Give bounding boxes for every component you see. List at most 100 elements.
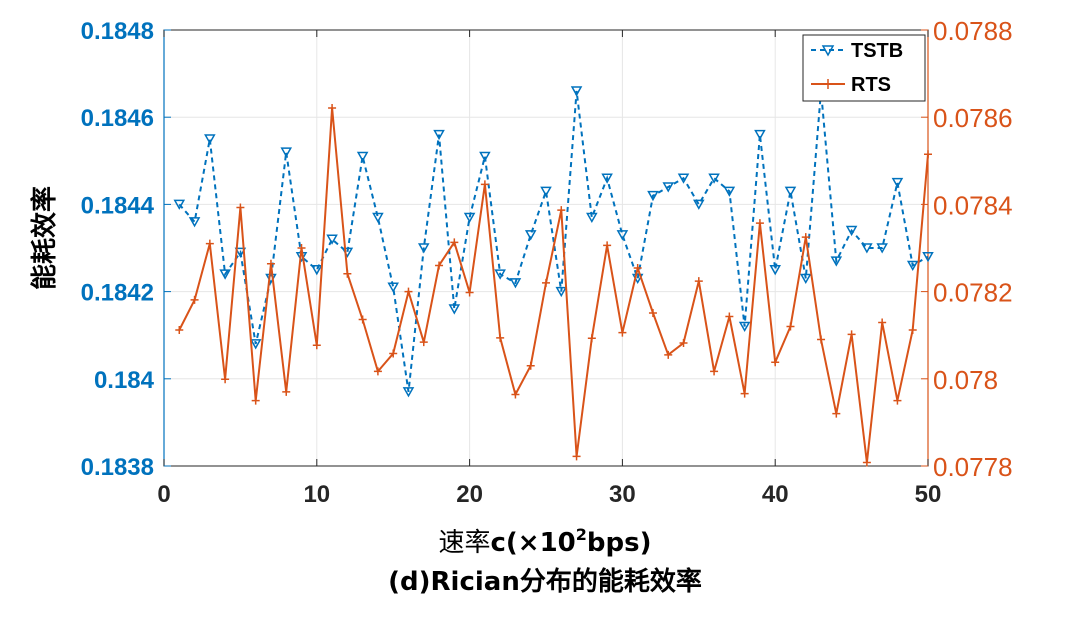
data-point-rts xyxy=(725,312,734,321)
x-tick-label: 20 xyxy=(456,481,483,508)
x-tick-label: 40 xyxy=(762,481,789,508)
data-point-rts xyxy=(542,278,550,287)
data-point-rts xyxy=(924,150,932,159)
data-point-tstb xyxy=(509,278,522,289)
data-point-rts xyxy=(419,338,428,347)
data-point-rts xyxy=(832,409,841,418)
data-point-rts xyxy=(496,333,505,342)
data-point-tstb xyxy=(356,151,369,162)
data-point-tstb xyxy=(372,212,384,224)
data-point-tstb xyxy=(311,265,323,276)
y-left-tick-label: 0.1838 xyxy=(81,454,154,481)
data-point-tstb xyxy=(555,286,568,298)
data-point-rts xyxy=(465,288,474,297)
data-point-rts xyxy=(236,203,245,212)
data-point-rts xyxy=(190,295,199,304)
y-right-tick-label: 0.0784 xyxy=(933,190,1013,220)
data-point-rts xyxy=(648,308,657,317)
data-point-tstb xyxy=(586,212,598,224)
data-point-rts xyxy=(358,315,367,324)
data-point-rts xyxy=(908,325,917,334)
tick-marks xyxy=(163,29,929,467)
data-point-rts xyxy=(786,322,795,331)
data-point-rts xyxy=(435,261,444,270)
data-point-tstb xyxy=(799,273,812,285)
data-point-rts xyxy=(312,341,321,350)
tick-labels: 0 10 20 30 40 50 0.1838 0.184 0.1842 0.1844 0.1846… xyxy=(81,16,1013,508)
data-point-rts xyxy=(526,361,535,370)
data-point-tstb xyxy=(891,177,904,189)
data-point-tstb xyxy=(234,247,247,258)
chart-title: (d)Rician分布的能耗效率 xyxy=(388,566,702,597)
data-point-rts xyxy=(694,277,703,286)
data-point-tstb xyxy=(723,186,736,197)
data-point-rts xyxy=(740,389,749,398)
data-point-rts xyxy=(755,219,764,228)
data-point-tstb xyxy=(219,269,231,280)
data-point-rts xyxy=(618,328,627,337)
data-point-tstb xyxy=(540,186,552,197)
data-point-rts xyxy=(205,239,214,248)
x-axis-label: 速率c(×102bps) xyxy=(438,525,651,558)
data-point-tstb xyxy=(326,234,338,245)
data-point-rts xyxy=(801,233,810,242)
x-axis-label-suffix: bps) xyxy=(587,528,652,558)
data-point-rts xyxy=(817,335,826,344)
data-point-tstb xyxy=(616,230,629,241)
y-left-tick-label: 0.1848 xyxy=(81,18,154,45)
data-point-rts xyxy=(404,287,413,296)
data-point-tstb xyxy=(173,199,186,210)
data-point-rts xyxy=(710,367,719,376)
data-point-rts xyxy=(771,358,780,367)
data-point-rts xyxy=(511,390,520,399)
data-point-tstb xyxy=(479,151,491,162)
data-point-tstb xyxy=(601,173,613,184)
data-point-tstb xyxy=(570,86,583,97)
data-point-rts xyxy=(633,264,642,273)
data-point-tstb xyxy=(188,217,201,228)
data-point-rts xyxy=(175,325,184,334)
data-point-tstb xyxy=(830,256,843,267)
legend-label-tstb: TSTB xyxy=(851,40,903,62)
data-point-rts xyxy=(664,350,673,359)
data-point-tstb xyxy=(494,269,506,280)
data-point-tstb xyxy=(448,304,461,315)
data-point-rts xyxy=(373,367,382,376)
series-line-rts xyxy=(178,107,929,463)
data-point-tstb xyxy=(754,129,766,141)
x-axis-label-prefix: 速率 xyxy=(438,528,490,558)
data-point-rts xyxy=(297,244,306,252)
data-point-tstb xyxy=(662,182,675,193)
y-left-tick-label: 0.184 xyxy=(94,367,155,394)
y-axis-label: 能耗效率 xyxy=(29,186,60,290)
data-point-tstb xyxy=(463,212,476,224)
y-left-tick-label: 0.1842 xyxy=(81,280,154,307)
data-point-tstb xyxy=(693,199,705,210)
data-point-rts xyxy=(679,339,688,348)
y-right-tick-label: 0.0786 xyxy=(933,103,1013,133)
legend-label-rts: RTS xyxy=(851,74,891,96)
legend-marker-rts xyxy=(823,79,833,89)
data-point-tstb xyxy=(738,321,751,333)
data-point-tstb xyxy=(845,225,858,237)
data-point-tstb xyxy=(647,190,659,202)
data-point-tstb xyxy=(876,243,888,254)
data-point-rts xyxy=(343,269,352,278)
data-point-rts xyxy=(603,241,612,250)
data-point-rts xyxy=(389,349,398,358)
y-right-tick-label: 0.0778 xyxy=(933,452,1013,482)
data-point-tstb xyxy=(204,134,216,145)
data-point-tstb xyxy=(677,173,690,184)
data-point-rts xyxy=(557,206,566,215)
y-left-tick-label: 0.1846 xyxy=(81,105,154,132)
data-point-rts xyxy=(251,396,260,405)
x-tick-label: 10 xyxy=(303,481,330,508)
data-point-rts xyxy=(878,318,887,327)
y-right-tick-label: 0.078 xyxy=(933,365,998,395)
x-tick-label: 50 xyxy=(915,481,942,508)
data-point-rts xyxy=(862,458,871,467)
data-point-tstb xyxy=(922,251,934,263)
data-point-rts xyxy=(328,104,337,113)
data-point-rts xyxy=(847,330,856,339)
